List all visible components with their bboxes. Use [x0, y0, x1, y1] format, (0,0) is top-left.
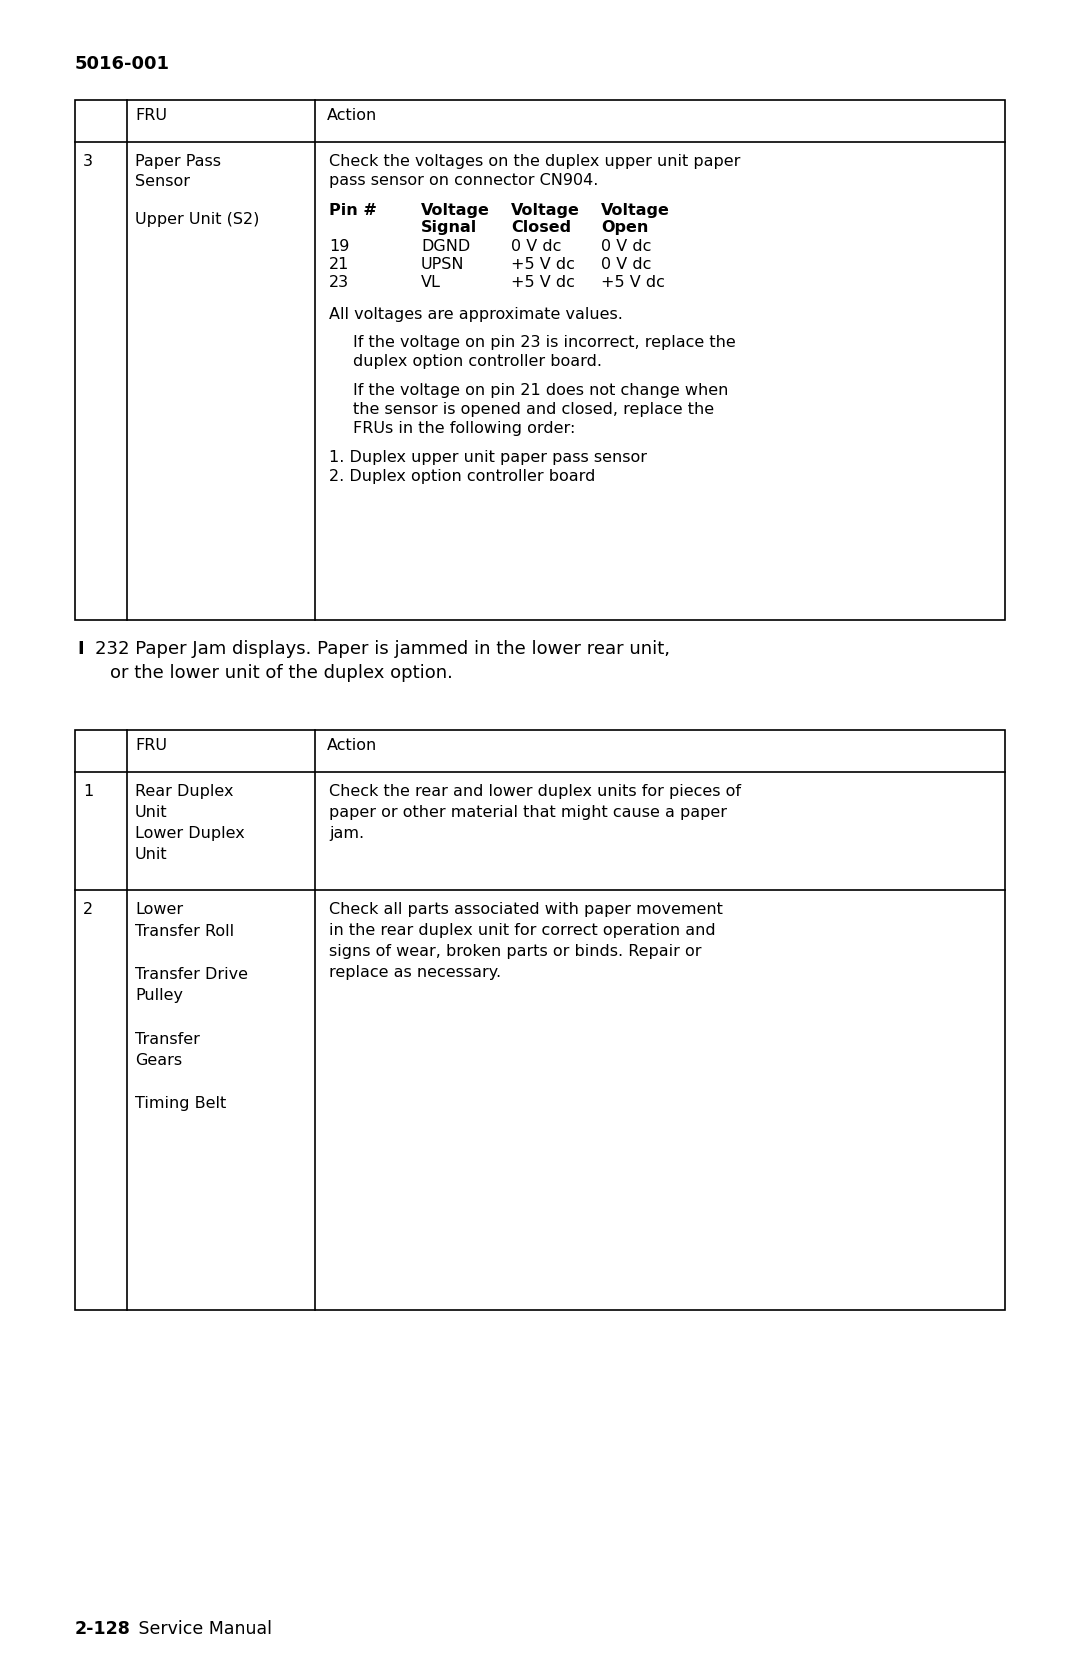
Text: Lower
Transfer Roll

Transfer Drive
Pulley

Transfer
Gears

Timing Belt: Lower Transfer Roll Transfer Drive Pulle…	[135, 901, 248, 1112]
Text: 1: 1	[83, 784, 93, 799]
Text: DGND: DGND	[421, 239, 470, 254]
Text: 1. Duplex upper unit paper pass sensor: 1. Duplex upper unit paper pass sensor	[329, 451, 647, 466]
Text: If the voltage on pin 21 does not change when: If the voltage on pin 21 does not change…	[353, 382, 728, 397]
Text: 2-128: 2-128	[75, 1621, 131, 1637]
Text: 0 V dc: 0 V dc	[600, 239, 651, 254]
Text: Voltage: Voltage	[511, 204, 580, 219]
Bar	[75, 100, 1005, 619]
Text: Check the voltages on the duplex upper unit paper: Check the voltages on the duplex upper u…	[329, 154, 741, 169]
Text: All voltages are approximate values.: All voltages are approximate values.	[329, 307, 623, 322]
Text: FRUs in the following order:: FRUs in the following order:	[353, 421, 576, 436]
Text: 19: 19	[329, 239, 349, 254]
Text: Voltage: Voltage	[421, 204, 490, 219]
Bar	[75, 729, 1005, 1310]
Text: 5016-001: 5016-001	[75, 55, 170, 73]
Text: +5 V dc: +5 V dc	[511, 257, 575, 272]
Text: +5 V dc: +5 V dc	[600, 275, 665, 290]
Text: 2: 2	[83, 901, 93, 916]
Text: Closed: Closed	[511, 220, 571, 235]
Text: 0 V dc: 0 V dc	[600, 257, 651, 272]
Text: Check all parts associated with paper movement
in the rear duplex unit for corre: Check all parts associated with paper mo…	[329, 901, 723, 980]
Text: Service Manual: Service Manual	[133, 1621, 272, 1637]
Text: Action: Action	[327, 738, 377, 753]
Text: duplex option controller board.: duplex option controller board.	[353, 354, 602, 369]
Text: Action: Action	[327, 108, 377, 124]
Text: 21: 21	[329, 257, 349, 272]
Text: UPSN: UPSN	[421, 257, 464, 272]
Text: Rear Duplex
Unit
Lower Duplex
Unit: Rear Duplex Unit Lower Duplex Unit	[135, 784, 245, 861]
Text: VL: VL	[421, 275, 441, 290]
Text: FRU: FRU	[135, 738, 167, 753]
Text: Signal: Signal	[421, 220, 477, 235]
Text: pass sensor on connector CN904.: pass sensor on connector CN904.	[329, 174, 598, 189]
Text: 2. Duplex option controller board: 2. Duplex option controller board	[329, 469, 595, 484]
Text: Upper Unit (S2): Upper Unit (S2)	[135, 212, 259, 227]
Text: FRU: FRU	[135, 108, 167, 124]
Text: Voltage: Voltage	[600, 204, 670, 219]
Text: or the lower unit of the duplex option.: or the lower unit of the duplex option.	[110, 664, 453, 683]
Text: Paper Pass
Sensor: Paper Pass Sensor	[135, 154, 221, 189]
Text: Check the rear and lower duplex units for pieces of
paper or other material that: Check the rear and lower duplex units fo…	[329, 784, 741, 841]
Text: Open: Open	[600, 220, 648, 235]
Text: 23: 23	[329, 275, 349, 290]
Text: the sensor is opened and closed, replace the: the sensor is opened and closed, replace…	[353, 402, 714, 417]
Text: Pin #: Pin #	[329, 204, 377, 219]
Text: +5 V dc: +5 V dc	[511, 275, 575, 290]
Text: 232 Paper Jam displays. Paper is jammed in the lower rear unit,: 232 Paper Jam displays. Paper is jammed …	[95, 639, 670, 658]
Text: 3: 3	[83, 154, 93, 169]
Text: If the voltage on pin 23 is incorrect, replace the: If the voltage on pin 23 is incorrect, r…	[353, 335, 735, 350]
Text: I: I	[77, 639, 83, 658]
Text: 0 V dc: 0 V dc	[511, 239, 562, 254]
